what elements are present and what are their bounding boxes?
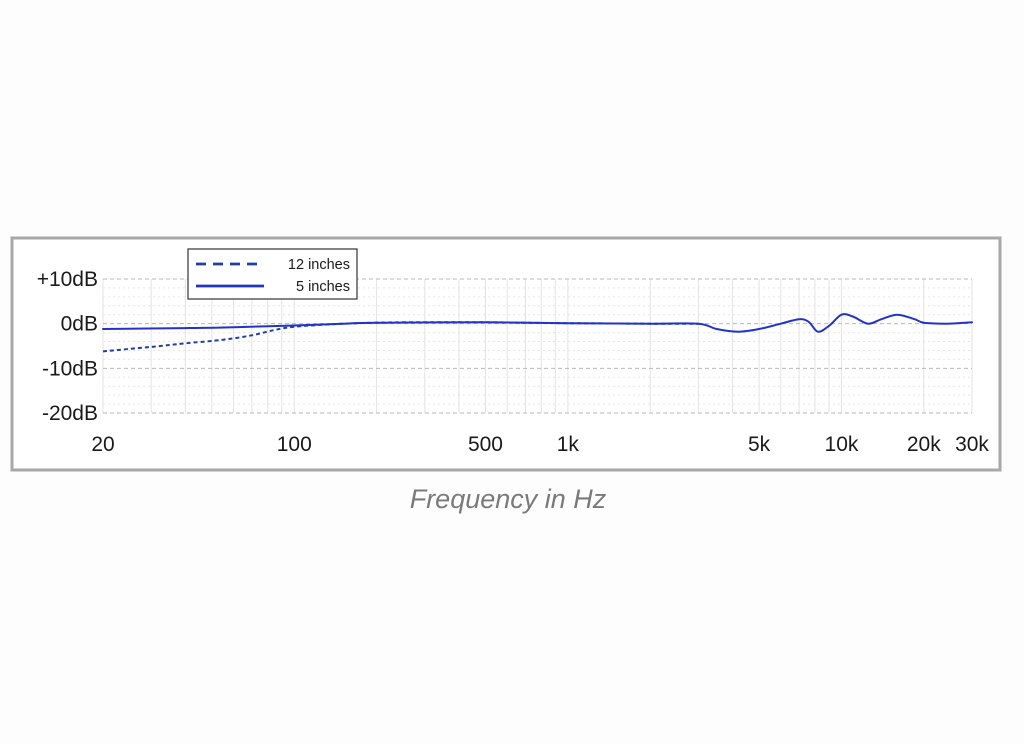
grid xyxy=(102,278,973,414)
y-tick-label: +10dB xyxy=(37,268,98,291)
legend-label-5-inches: 5 inches xyxy=(296,279,350,295)
series-lines xyxy=(102,313,973,353)
x-tick-label: 100 xyxy=(277,433,312,456)
x-tick-label: 5k xyxy=(748,433,771,456)
legend-label-12-inches: 12 inches xyxy=(288,257,350,273)
x-tick-label: 1k xyxy=(557,433,580,456)
y-tick-label: -20dB xyxy=(42,402,98,425)
x-tick-label: 500 xyxy=(468,433,503,456)
x-tick-label: 20k xyxy=(907,433,941,456)
axes: +10dB 0dB -10dB -20dB 20 100 500 1k 5k 10k 20k 30k xyxy=(37,268,990,456)
legend-box xyxy=(187,248,358,300)
y-tick-label: 0dB xyxy=(61,313,98,336)
x-axis-label: Frequency in Hz xyxy=(410,484,607,514)
series-line-5-inches xyxy=(102,313,973,333)
x-tick-label: 10k xyxy=(825,433,859,456)
x-tick-label: 20 xyxy=(91,433,114,456)
x-tick-label: 30k xyxy=(955,433,989,456)
legend: 12 inches 5 inches xyxy=(187,248,358,300)
y-tick-label: -10dB xyxy=(42,357,98,380)
chart-frame xyxy=(10,236,1002,472)
